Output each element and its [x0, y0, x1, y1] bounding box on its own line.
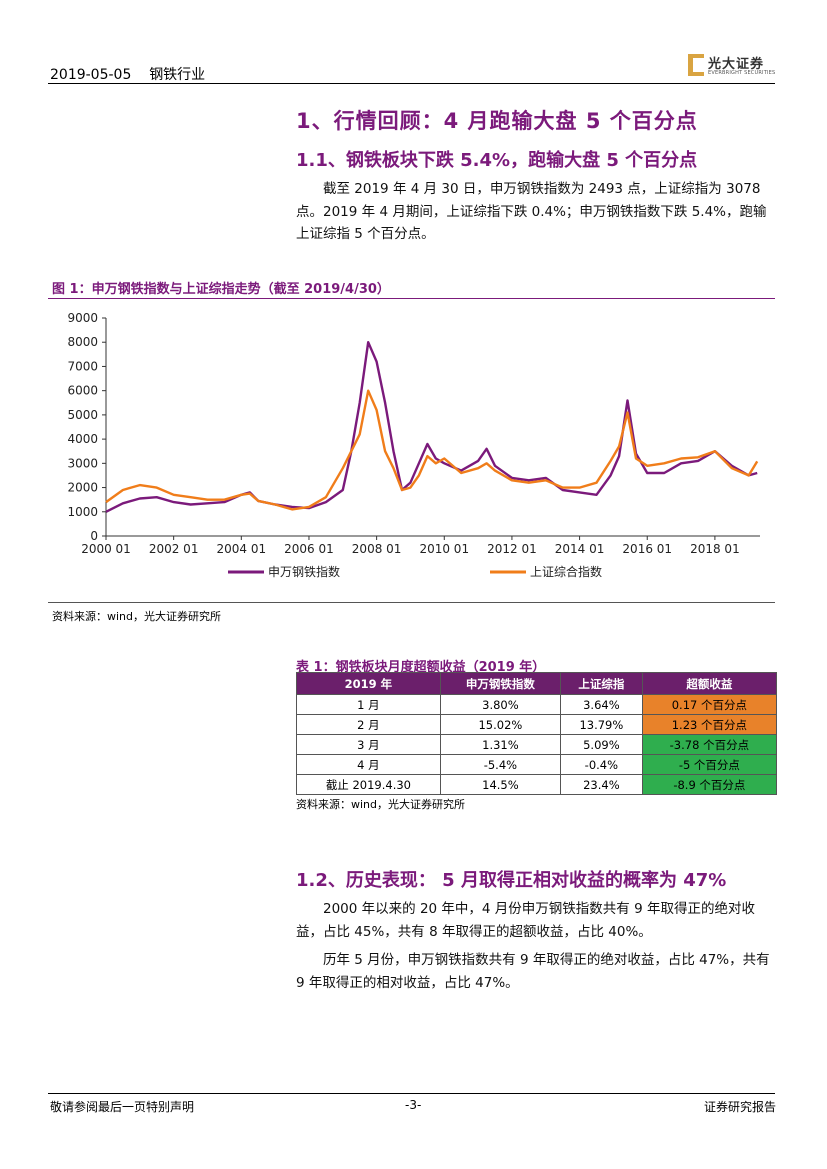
series-line-1: [105, 341, 758, 513]
x-tick-label: 2010 01: [419, 542, 469, 556]
table1-cell: -0.4%: [559, 754, 643, 775]
table1-cell: 23.4%: [559, 774, 643, 795]
table1-cell: -5.4%: [439, 754, 561, 775]
table1-cell: -8.9 个百分点: [641, 774, 778, 795]
x-tick-label: 2002 01: [149, 542, 199, 556]
logo-mark-icon: [688, 54, 704, 76]
table1-cell: 13.79%: [559, 714, 643, 735]
x-tick-label: 2012 01: [487, 542, 537, 556]
section1-title: 1、行情回顾：4 月跑输大盘 5 个百分点: [296, 109, 698, 133]
chart-y-axis: 0 1000 2000 3000 4000 5000 6000 7000 8000 9000: [67, 311, 107, 543]
table1-row: 4 月 -5.4% -0.4% -5 个百分点: [296, 754, 778, 775]
header-date-industry: 2019-05-05 钢铁行业: [50, 64, 205, 84]
table1-cell: -3.78 个百分点: [641, 734, 778, 755]
footer-report-type: 证券研究报告: [704, 1100, 777, 1114]
figure1-source: 资料来源：wind，光大证券研究所: [52, 610, 222, 623]
table1-cell: 1.31%: [439, 734, 561, 755]
x-tick-label: 2016 01: [622, 542, 672, 556]
y-tick-label: 8000: [67, 335, 98, 349]
y-tick-label: 2000: [67, 481, 98, 495]
table1: 2019 年申万钢铁指数 上证综指 超额收益 1 月 3.80% 3.64% 0.17 个…: [296, 672, 778, 795]
x-tick-label: 2014 01: [555, 542, 605, 556]
table1-cell: 15.02%: [439, 714, 561, 735]
y-tick-label: 1000: [67, 505, 98, 519]
figure1-title: 图 1：申万钢铁指数与上证综指走势（截至 2019/4/30）: [52, 282, 390, 297]
table1-cell: 1 月: [296, 694, 441, 715]
table1-body: 1 月 3.80% 3.64% 0.17 个百分点 2 月 15.02% 13.79% 1.2…: [296, 694, 778, 795]
footer-rule: [48, 1093, 775, 1094]
table1-cell: 14.5%: [439, 774, 561, 795]
table1-header-cell: 申万钢铁指数: [439, 672, 561, 695]
figure1-line-chart: 0 1000 2000 3000 4000 5000 6000 7000 8000 9000 20…: [67, 311, 760, 579]
section11-title: 1.1、钢铁板块下跌 5.4%，跑输大盘 5 个百分点: [296, 150, 698, 171]
table1-header-cell: 2019 年: [296, 672, 441, 695]
y-tick-label: 0: [90, 529, 98, 543]
table1-cell: 3.80%: [439, 694, 561, 715]
table1-header-cell: 超额收益: [641, 672, 778, 695]
figure1-top-rule: [48, 298, 775, 299]
y-tick-label: 6000: [67, 384, 98, 398]
table1-cell: 5.09%: [559, 734, 643, 755]
table1-cell: 2 月: [296, 714, 441, 735]
table1-cell: 4 月: [296, 754, 441, 775]
x-tick-label: 2008 01: [352, 542, 402, 556]
x-tick-label: 2000 01: [81, 542, 131, 556]
company-logo: 光大证券 EVERBRIGHT SECURITIES: [688, 52, 778, 80]
series-line-2: [105, 389, 759, 511]
logo-cn-text: 光大证券: [708, 57, 765, 72]
table1-cell: 3.64%: [559, 694, 643, 715]
y-tick-label: 9000: [67, 311, 98, 325]
table1-header-cell: 上证综指: [559, 672, 643, 695]
table1-cell: -5 个百分点: [641, 754, 778, 775]
section12-title: 1.2、历史表现： 5 月取得正相对收益的概率为 47%: [296, 870, 727, 891]
legend-label: 申万钢铁指数: [268, 564, 340, 579]
table1-row: 3 月 1.31% 5.09% -3.78 个百分点: [296, 734, 778, 755]
table1-cell: 1.23 个百分点: [641, 714, 778, 735]
y-tick-label: 4000: [67, 432, 98, 446]
y-tick-label: 5000: [67, 408, 98, 422]
header-date: 2019-05-05: [50, 67, 132, 83]
logo-en-text: EVERBRIGHT SECURITIES: [708, 70, 776, 76]
chart-x-axis: 2000 01 2002 01 2004 01 2006 01 2008 01 2010 …: [81, 535, 760, 556]
table1-cell: 截止 2019.4.30: [296, 774, 441, 795]
table1-row: 截止 2019.4.30 14.5% 23.4% -8.9 个百分点: [296, 774, 778, 795]
y-tick-label: 3000: [67, 456, 98, 470]
table1-cell: 3 月: [296, 734, 441, 755]
table1-row: 2 月 15.02% 13.79% 1.23 个百分点: [296, 714, 778, 735]
section12-paragraph-2: 历年 5 月份，申万钢铁指数共有 9 年取得正的绝对收益，占比 47%，共有 9…: [296, 952, 770, 991]
x-tick-label: 2004 01: [216, 542, 266, 556]
section12-paragraph-1: 2000 年以来的 20 年中，4 月份申万钢铁指数共有 9 年取得正的绝对收益…: [296, 901, 755, 940]
header-rule: [48, 83, 775, 84]
x-tick-label: 2018 01: [690, 542, 740, 556]
table1-source: 资料来源：wind，光大证券研究所: [296, 798, 466, 811]
y-tick-label: 7000: [67, 359, 98, 373]
table1-row: 1 月 3.80% 3.64% 0.17 个百分点: [296, 694, 778, 715]
chart-legend: 申万钢铁指数 上证综合指数: [228, 564, 602, 579]
table1-header-row: 2019 年申万钢铁指数 上证综指 超额收益: [296, 672, 778, 695]
figure1-bottom-rule: [48, 602, 775, 603]
section11-paragraph: 截至 2019 年 4 月 30 日，申万钢铁指数为 2493 点，上证综指为 …: [296, 181, 767, 242]
table1-cell: 0.17 个百分点: [641, 694, 778, 715]
footer-disclaimer: 敬请参阅最后一页特别声明: [50, 1100, 195, 1114]
chart-series-lines: [105, 341, 759, 513]
legend-label: 上证综合指数: [530, 564, 602, 579]
header-industry: 钢铁行业: [149, 67, 206, 83]
x-tick-label: 2006 01: [284, 542, 334, 556]
footer-page-number: -3-: [405, 1098, 422, 1112]
table1-title: 表 1：钢铁板块月度超额收益（2019 年）: [296, 660, 546, 675]
